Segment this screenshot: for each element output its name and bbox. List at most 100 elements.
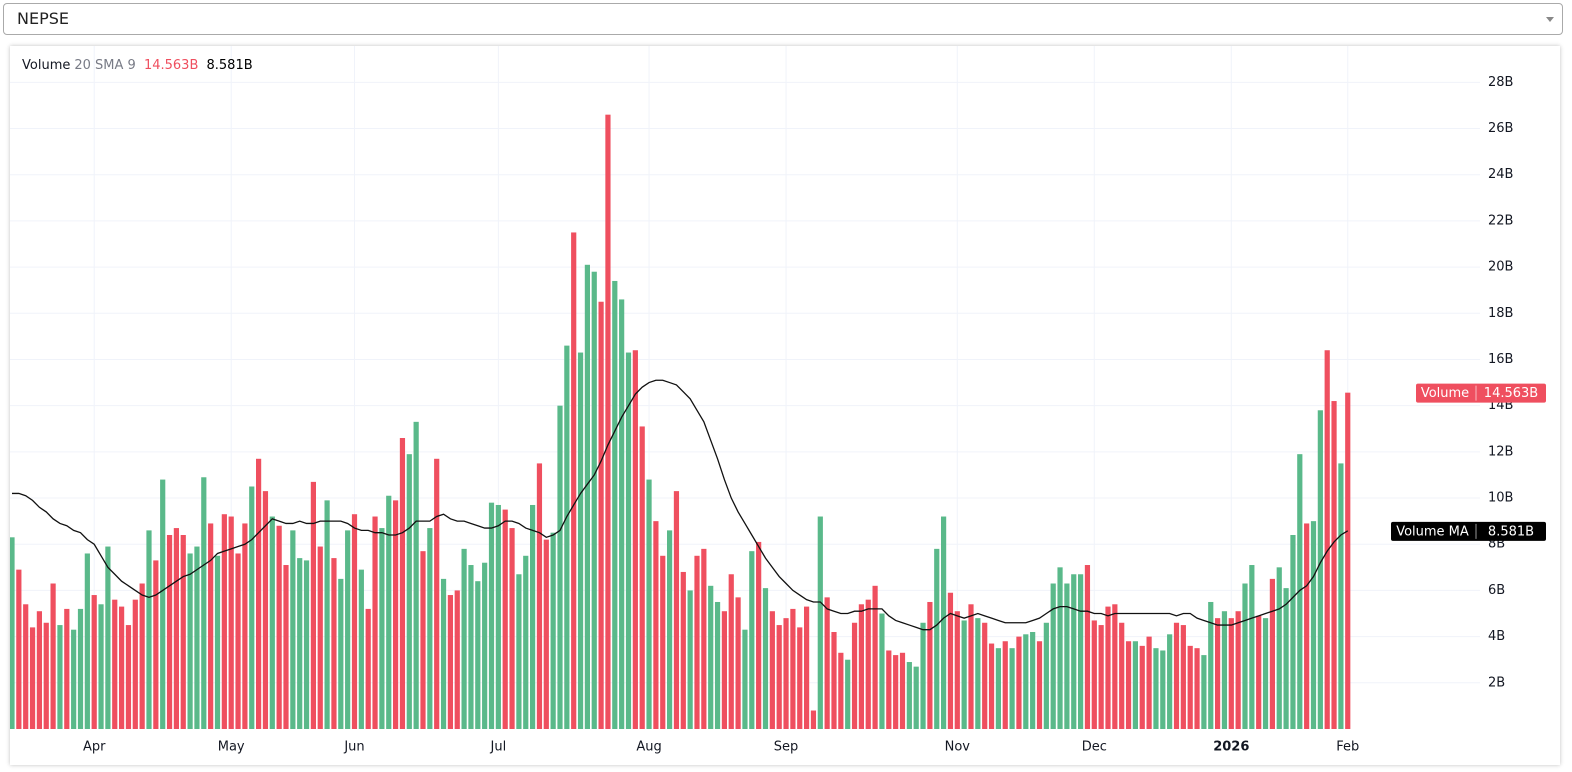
volume-bar [1338, 463, 1344, 729]
volume-bar [625, 352, 632, 729]
volume-bar [1023, 634, 1029, 729]
volume-bar [1201, 655, 1207, 729]
volume-bar [1078, 574, 1084, 729]
volume-bar [36, 611, 42, 729]
volume-bar [365, 608, 371, 729]
volume-bar [91, 595, 97, 729]
volume-bar [797, 627, 803, 729]
volume-bar [667, 530, 673, 729]
volume-bar [372, 516, 378, 729]
volume-bar [482, 562, 488, 729]
volume-bar [591, 271, 597, 729]
volume-bar [50, 583, 56, 729]
volume-bar [721, 611, 727, 729]
volume-bar [1030, 632, 1036, 729]
volume-bar [1084, 565, 1091, 729]
volume-bar [687, 590, 693, 729]
volume-bar [577, 352, 584, 729]
volume-bar [1324, 350, 1330, 729]
volume-bar [954, 611, 960, 729]
volume-bar [214, 555, 221, 729]
volume-bar [708, 585, 714, 729]
volume-bar [1016, 636, 1022, 729]
volume-bar [673, 491, 680, 729]
plot [10, 46, 1480, 729]
volume-bar [393, 500, 399, 729]
volume-bar [1132, 641, 1138, 729]
volume-bar [310, 481, 316, 729]
volume-bar [1290, 535, 1296, 729]
volume-bar [119, 606, 125, 729]
volume-bar [1228, 618, 1234, 729]
volume-bar [1125, 641, 1132, 729]
volume-bar [77, 608, 84, 729]
last-value-name: Volume [1421, 386, 1469, 401]
x-tick-label: Dec [1082, 740, 1107, 755]
volume-bar [1276, 567, 1282, 729]
volume-bar [262, 491, 269, 729]
x-tick-label: May [218, 740, 245, 755]
volume-bar [290, 530, 296, 729]
volume-bar [920, 622, 926, 729]
volume-bar [988, 643, 995, 729]
symbol-select[interactable]: NEPSE [3, 3, 1563, 35]
volume-bar [1064, 583, 1070, 729]
y-tick-label: 24B [1488, 167, 1513, 182]
volume-bar [1009, 648, 1015, 729]
volume-bar [961, 620, 967, 729]
volume-bar [1139, 645, 1145, 729]
volume-bar [351, 514, 358, 729]
y-tick-label: 12B [1488, 444, 1513, 459]
volume-bar [386, 495, 392, 729]
volume-bar [804, 606, 810, 729]
volume-bar [1167, 634, 1173, 729]
volume-bar [947, 592, 954, 729]
volume-bar [790, 608, 796, 729]
x-tick-label: Jul [490, 740, 507, 755]
volume-bar [502, 509, 508, 729]
volume-bar [112, 599, 118, 729]
volume-bar [899, 652, 906, 729]
volume-bar [71, 629, 77, 729]
volume-bar [1050, 583, 1056, 729]
legend-name: Volume [22, 58, 71, 73]
volume-bar [23, 604, 29, 729]
volume-bar [851, 622, 858, 729]
volume-bar [1235, 611, 1241, 729]
legend: Volume 20 SMA 9 14.563B 8.581B [22, 58, 257, 73]
volume-bar [817, 516, 823, 729]
volume-bar [769, 611, 775, 729]
volume-bar [1180, 625, 1186, 729]
y-tick-label: 4B [1488, 629, 1505, 644]
volume-bar [1345, 392, 1351, 729]
volume-bar [728, 574, 734, 729]
volume-bar [173, 528, 179, 729]
volume-bar [1160, 650, 1166, 729]
volume-bar [1221, 611, 1228, 729]
volume-bar [639, 426, 645, 729]
legend-volume-value: 14.563B [143, 58, 199, 73]
volume-bar [1269, 578, 1275, 729]
y-tick-label: 2B [1488, 675, 1505, 690]
volume-bar [324, 500, 330, 729]
volume-bar [303, 560, 310, 729]
volume-bar [598, 301, 604, 729]
volume-bar [1036, 641, 1043, 729]
legend-params: 20 SMA 9 [74, 58, 136, 73]
volume-bar [269, 516, 275, 729]
volume-bar [1105, 606, 1111, 729]
volume-bar [1043, 622, 1049, 729]
volume-bar [906, 662, 912, 729]
volume-bar [475, 581, 481, 729]
volume-bar [680, 571, 686, 729]
y-tick-label: 10B [1488, 491, 1513, 506]
volume-bar [1057, 567, 1063, 729]
volume-bar [564, 345, 570, 729]
volume-bar [1317, 410, 1323, 729]
volume-bar [139, 583, 145, 729]
volume-bar [84, 553, 90, 729]
volume-bar [762, 588, 769, 729]
volume-bar [160, 479, 166, 729]
y-tick-label: 18B [1488, 306, 1513, 321]
